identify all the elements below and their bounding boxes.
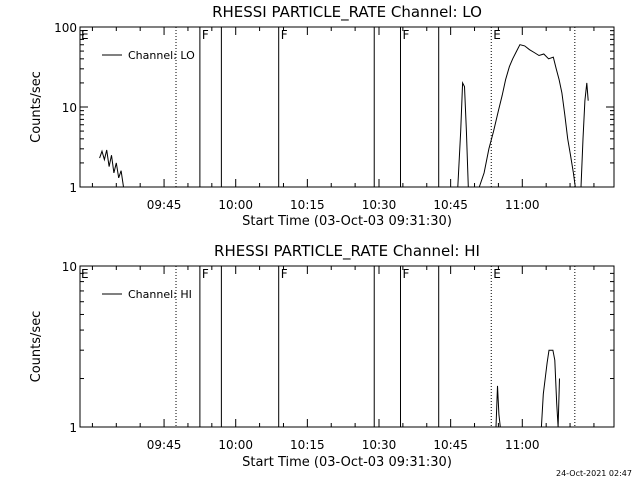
x-tick-label: 10:45 — [433, 438, 468, 452]
y-tick-label: 10 — [62, 101, 77, 115]
x-tick-label: 09:45 — [147, 438, 182, 452]
event-flag-label: F — [202, 28, 209, 42]
series-line — [478, 44, 576, 188]
event-flag-label: E — [493, 28, 501, 42]
x-tick-label: 10:30 — [362, 438, 397, 452]
event-flag-label: F — [402, 267, 409, 281]
event-flag-label: E — [81, 267, 89, 281]
event-flag-label: F — [281, 28, 288, 42]
y-tick-label: 1 — [69, 421, 77, 435]
event-flag-label: F — [202, 267, 209, 281]
x-tick-label: 10:00 — [218, 438, 253, 452]
y-axis-label: Counts/sec — [29, 71, 44, 143]
series-line — [457, 80, 469, 188]
event-flag-label: E — [493, 267, 501, 281]
y-tick-label: 100 — [54, 21, 77, 35]
x-tick-label: 10:00 — [218, 198, 253, 212]
series-line — [580, 82, 589, 188]
x-tick-label: 11:00 — [505, 198, 540, 212]
x-tick-label: 10:15 — [290, 198, 325, 212]
series-line — [99, 149, 124, 188]
event-flag-label: E — [81, 28, 89, 42]
x-tick-label: 10:45 — [433, 198, 468, 212]
series-line — [495, 385, 501, 428]
y-tick-label: 10 — [62, 260, 77, 274]
x-axis-label: Start Time (03-Oct-03 09:31:30) — [242, 455, 452, 470]
legend-entry: Channel: HI — [128, 288, 192, 301]
x-tick-label: 11:00 — [505, 438, 540, 452]
series-line — [540, 349, 560, 428]
x-tick-label: 09:45 — [147, 198, 182, 212]
event-flag-label: F — [402, 28, 409, 42]
chart-title: RHESSI PARTICLE_RATE Channel: HI — [214, 242, 480, 261]
y-tick-label: 1 — [69, 181, 77, 195]
x-tick-label: 10:30 — [362, 198, 397, 212]
y-axis-label: Counts/sec — [29, 311, 44, 383]
plot-frame — [79, 265, 615, 428]
x-axis-label: Start Time (03-Oct-03 09:31:30) — [242, 214, 452, 229]
print-timestamp: 24-Oct-2021 02:47 — [556, 469, 632, 478]
chart-title: RHESSI PARTICLE_RATE Channel: LO — [212, 3, 482, 22]
legend-entry: Channel: LO — [128, 49, 195, 62]
x-tick-label: 10:15 — [290, 438, 325, 452]
event-flag-label: F — [281, 267, 288, 281]
